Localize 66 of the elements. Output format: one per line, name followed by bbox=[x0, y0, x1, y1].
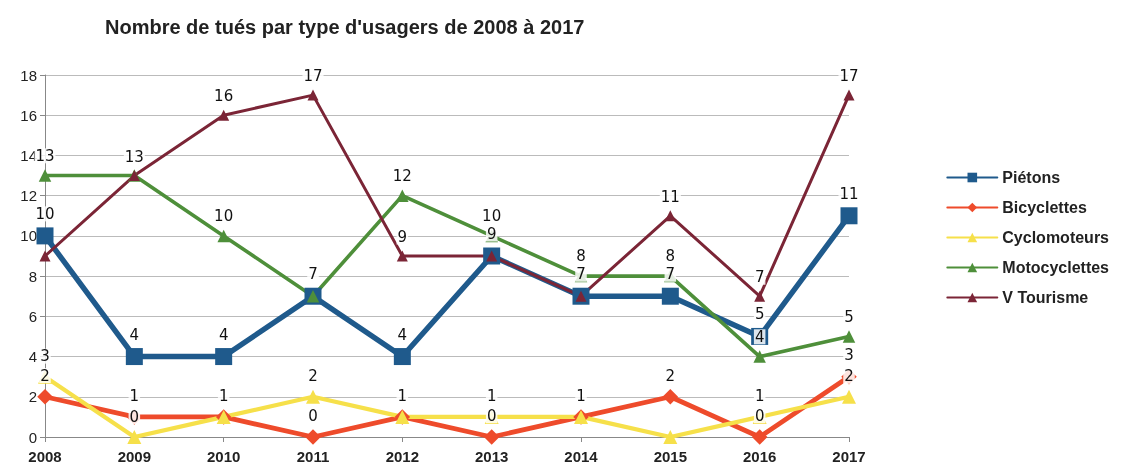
data-label: 2 bbox=[40, 366, 50, 385]
data-label: 1 bbox=[129, 386, 140, 405]
data-label: 11 bbox=[660, 187, 680, 206]
data-label: 9 bbox=[486, 225, 497, 243]
legend-label: V Tourisme bbox=[1002, 289, 1089, 306]
x-tick-label: 2017 bbox=[832, 448, 866, 465]
legend-label: Cyclomoteurs bbox=[1002, 229, 1110, 246]
data-label: 2 bbox=[844, 367, 854, 386]
x-tick-label: 2014 bbox=[564, 448, 599, 465]
x-tick-label: 2012 bbox=[385, 448, 420, 465]
x-tick-label: 2015 bbox=[653, 448, 688, 465]
data-label: 10 bbox=[214, 207, 234, 226]
data-label: 2 bbox=[308, 367, 318, 386]
data-label: 0 bbox=[486, 406, 497, 425]
y-tick-label: 10 bbox=[20, 227, 37, 245]
y-tick-label: 0 bbox=[28, 428, 37, 446]
y-tick-label: 12 bbox=[20, 187, 37, 205]
data-label: 2 bbox=[665, 366, 676, 385]
data-label: 7 bbox=[308, 265, 318, 284]
y-tick-label: 4 bbox=[28, 348, 37, 366]
data-label: 7 bbox=[665, 265, 676, 284]
data-label: 8 bbox=[576, 247, 586, 266]
y-tick-label: 8 bbox=[28, 267, 37, 285]
data-label: 8 bbox=[665, 247, 676, 266]
legend-label: Motocyclettes bbox=[1002, 259, 1110, 276]
data-label: 17 bbox=[303, 67, 323, 86]
data-label: 3 bbox=[844, 346, 854, 365]
data-label: 0 bbox=[308, 406, 318, 425]
data-label: 1 bbox=[397, 386, 408, 405]
y-tick-label: 14 bbox=[20, 146, 37, 164]
x-tick-label: 2013 bbox=[474, 448, 509, 465]
legend-label: Bicyclettes bbox=[1002, 199, 1087, 216]
data-label: 13 bbox=[35, 146, 55, 165]
y-tick-label: 16 bbox=[20, 106, 37, 124]
data-label: 9 bbox=[397, 228, 408, 246]
legend-label: Piétons bbox=[1002, 169, 1061, 186]
x-tick-label: 2008 bbox=[28, 448, 62, 465]
data-label: 5 bbox=[754, 305, 765, 324]
data-label: 4 bbox=[754, 327, 765, 346]
data-label: 1 bbox=[576, 386, 586, 405]
x-tick-label: 2016 bbox=[742, 448, 777, 465]
data-label: 12 bbox=[392, 166, 412, 185]
y-tick-label: 6 bbox=[28, 307, 37, 325]
data-label: 17 bbox=[839, 67, 859, 86]
data-label: 10 bbox=[482, 207, 502, 226]
data-label: 0 bbox=[129, 407, 140, 426]
data-label: 5 bbox=[844, 307, 854, 326]
data-label: 16 bbox=[214, 87, 234, 106]
data-label: 0 bbox=[754, 406, 765, 425]
data-label: 7 bbox=[754, 268, 765, 287]
x-tick-label: 2011 bbox=[296, 448, 330, 465]
data-label: 4 bbox=[397, 325, 408, 344]
data-label: 13 bbox=[124, 147, 144, 166]
x-tick-label: 2010 bbox=[206, 448, 241, 465]
data-label: 3 bbox=[40, 347, 50, 366]
data-label: 4 bbox=[218, 325, 229, 344]
data-label: 1 bbox=[218, 386, 229, 405]
data-label: 1 bbox=[754, 387, 765, 406]
data-label: 1 bbox=[486, 387, 497, 406]
data-label: 11 bbox=[839, 184, 859, 203]
data-label: 7 bbox=[576, 265, 586, 284]
y-tick-label: 2 bbox=[28, 388, 37, 406]
y-tick-label: 18 bbox=[20, 66, 37, 84]
chart-title: Nombre de tués par type d'usagers de 2008 à 2017 bbox=[105, 16, 585, 38]
data-label: 4 bbox=[129, 325, 140, 344]
x-tick-label: 2009 bbox=[117, 448, 152, 465]
